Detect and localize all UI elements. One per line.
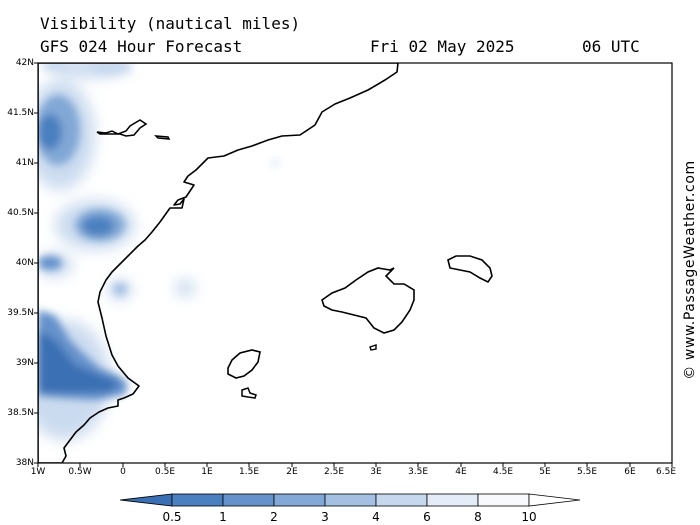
iberian-coastline (38, 63, 399, 463)
forecast-time: 06 UTC (582, 37, 640, 56)
lat-label: 41.5N (7, 108, 34, 118)
lon-label: 2.5E (324, 467, 344, 477)
lon-label: 1E (201, 467, 213, 477)
lon-label: 0.5E (155, 467, 175, 477)
map-title: Visibility (nautical miles) (40, 14, 301, 33)
lat-label: 38N (15, 458, 34, 468)
island-ibiza (227, 349, 261, 379)
lat-label: 40N (15, 258, 34, 268)
visibility-shading (38, 63, 410, 440)
coast-fragment (96, 119, 148, 137)
coast-fragment (154, 135, 171, 140)
colorbar-label: 0.5 (162, 510, 182, 524)
lon-label: 5.5E (577, 467, 597, 477)
lat-label: 39.5N (7, 308, 34, 318)
lon-label: 3.5E (408, 467, 428, 477)
lat-label: 38.5N (7, 408, 34, 418)
colorbar-label: 1 (219, 510, 227, 524)
lat-label: 42N (15, 58, 34, 68)
island-formentera (241, 387, 257, 399)
lat-label: 41N (15, 158, 34, 168)
island-menorca (447, 255, 493, 284)
colorbar-label: 2 (270, 510, 278, 524)
lon-label: 4E (455, 467, 467, 477)
lon-label: 4.5E (493, 467, 513, 477)
colorbar-segment (426, 493, 479, 507)
colorbar-segment (222, 493, 275, 507)
lon-label: 3E (370, 467, 382, 477)
colorbar-segment (171, 493, 224, 507)
plot-frame (37, 62, 673, 464)
watermark: © www.PassageWeather.com (682, 160, 698, 380)
colorbar-label: 10 (521, 510, 537, 524)
colorbar-label: 4 (372, 510, 380, 524)
forecast-subtitle: GFS 024 Hour Forecast (40, 37, 243, 56)
island-cabrera (369, 344, 377, 351)
island-mallorca (321, 267, 415, 334)
colorbar-label: 8 (474, 510, 482, 524)
colorbar-label: 6 (423, 510, 431, 524)
colorbar-segment (528, 493, 581, 507)
colorbar-segment (324, 493, 377, 507)
axis-ticks (34, 62, 673, 467)
colorbar-segment (273, 493, 326, 507)
lat-label: 40.5N (7, 208, 34, 218)
colorbar-segment (477, 493, 530, 507)
lon-label: 6E (624, 467, 636, 477)
land-masses (38, 63, 493, 463)
lat-label: 39N (15, 358, 34, 368)
colorbar-segment (375, 493, 428, 507)
lon-label: 6.5E (656, 467, 676, 477)
colorbar-label: 3 (321, 510, 329, 524)
lon-label: 0 (120, 467, 126, 477)
lon-label: 0.5W (68, 467, 92, 477)
lon-label: 1.5E (239, 467, 259, 477)
lon-label: 1W (30, 467, 46, 477)
colorbar-segment (119, 493, 173, 507)
forecast-date: Fri 02 May 2025 (370, 37, 515, 56)
colorbar (119, 493, 581, 507)
lon-label: 5E (539, 467, 551, 477)
lon-label: 2E (286, 467, 298, 477)
